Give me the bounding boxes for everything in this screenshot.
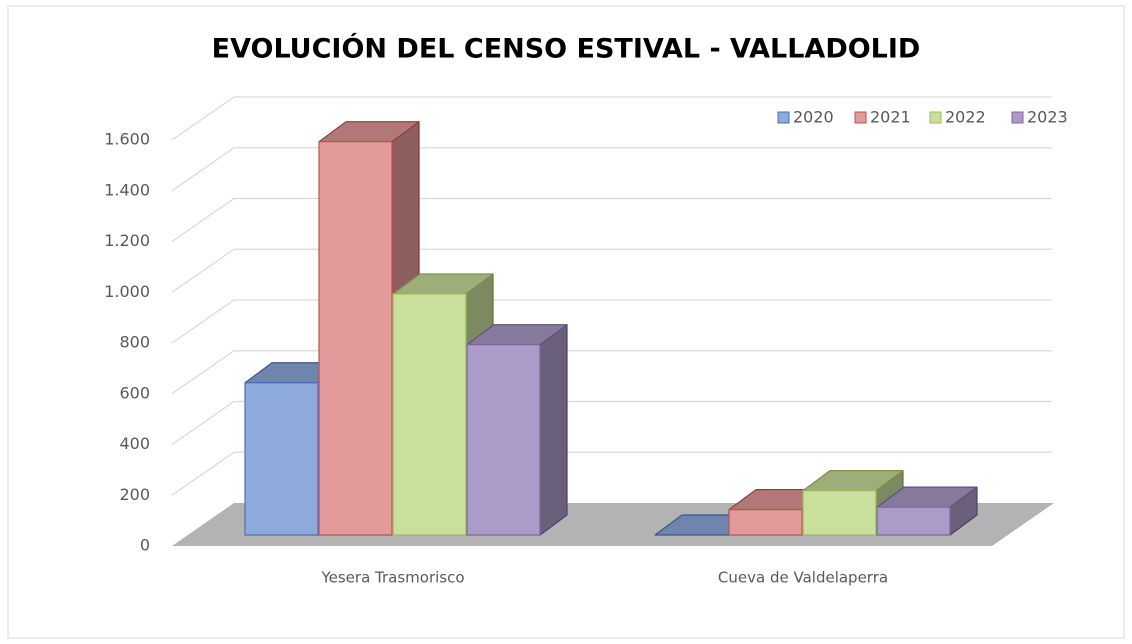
grid-line bbox=[171, 350, 1052, 395]
grid-line bbox=[171, 197, 1052, 242]
legend-swatch bbox=[929, 111, 942, 124]
bar bbox=[392, 293, 467, 536]
y-tick-label: 1.600 bbox=[104, 130, 150, 149]
y-tick-label: 600 bbox=[119, 383, 150, 402]
bar bbox=[466, 344, 541, 536]
y-tick-label: 1.400 bbox=[104, 180, 150, 199]
legend-label: 2023 bbox=[1027, 108, 1068, 127]
y-tick-label: 1.000 bbox=[104, 282, 150, 301]
chart-title: EVOLUCIÓN DEL CENSO ESTIVAL - VALLADOLID bbox=[212, 33, 921, 65]
grid-line bbox=[171, 299, 1052, 344]
y-tick-label: 400 bbox=[119, 434, 150, 453]
legend-swatch bbox=[1011, 111, 1024, 124]
bar bbox=[876, 506, 951, 536]
legend-label: 2021 bbox=[870, 108, 911, 127]
grid-line bbox=[171, 451, 1052, 496]
y-tick-label: 800 bbox=[119, 333, 150, 352]
x-tick-label: Cueva de Valdelaperra bbox=[718, 569, 888, 587]
bar-side bbox=[539, 324, 568, 536]
y-tick-label: 1.200 bbox=[104, 231, 150, 250]
y-tick-label: 0 bbox=[140, 536, 150, 555]
x-tick-label: Yesera Trasmorisco bbox=[320, 569, 464, 587]
legend-label: 2020 bbox=[793, 108, 834, 127]
bar bbox=[244, 382, 319, 536]
bar bbox=[318, 141, 393, 536]
legend-label: 2022 bbox=[945, 108, 986, 127]
y-tick-label: 200 bbox=[119, 485, 150, 504]
grid-line bbox=[171, 96, 1052, 141]
bar bbox=[802, 489, 877, 536]
legend-swatch bbox=[854, 111, 867, 124]
bar bbox=[728, 509, 803, 536]
grid-line bbox=[171, 147, 1052, 192]
grid-line bbox=[171, 248, 1052, 293]
legend-swatch bbox=[777, 111, 790, 124]
grid-line bbox=[171, 400, 1052, 445]
